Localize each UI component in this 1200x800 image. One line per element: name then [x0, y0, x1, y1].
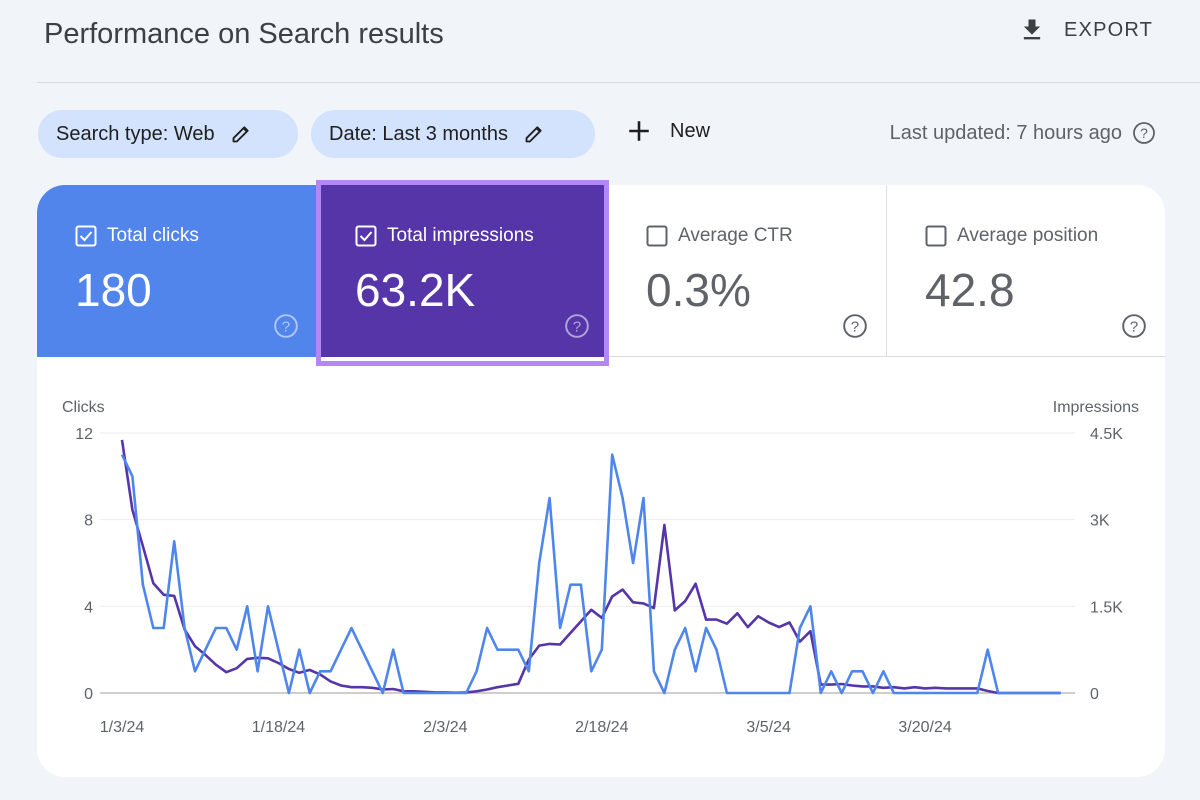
x-tick-label: 2/3/24 — [423, 719, 468, 736]
y-right-tick-label: 3K — [1090, 513, 1110, 530]
metric-label: Average position — [957, 225, 1099, 246]
pencil-icon — [232, 126, 249, 143]
pencil-icon — [525, 126, 542, 143]
new-label: New — [670, 119, 711, 142]
y-left-tick-label: 8 — [84, 513, 93, 530]
checkbox-checked-icon[interactable] — [75, 225, 97, 247]
impressions-series-line — [120, 439, 1061, 695]
date-label: Date: Last 3 months — [329, 122, 508, 145]
x-tick-label: 1/18/24 — [252, 719, 305, 736]
search-type-filter-chip[interactable]: Search type: Web — [38, 110, 298, 158]
y-right-tick-label: 1.5K — [1090, 599, 1123, 616]
checkbox-checked-icon[interactable] — [355, 225, 377, 247]
metric-label: Average CTR — [678, 225, 793, 246]
help-icon[interactable]: ? — [1121, 313, 1147, 339]
page-title: Performance on Search results — [44, 18, 444, 50]
last-updated: Last updated: 7 hours ago ? — [890, 121, 1156, 145]
y-left-tick-label: 0 — [84, 686, 93, 703]
export-label: EXPORT — [1064, 18, 1154, 41]
search-type-label: Search type: Web — [56, 122, 215, 145]
y-right-axis-label: Impressions — [1053, 399, 1139, 416]
last-updated-text: Last updated: 7 hours ago — [889, 121, 1122, 144]
new-filter-button[interactable]: New — [626, 118, 710, 144]
help-icon[interactable]: ? — [273, 313, 299, 339]
metric-value: 63.2K — [355, 264, 476, 316]
y-right-tick-label: 4.5K — [1090, 426, 1123, 443]
export-button[interactable]: EXPORT — [1018, 16, 1153, 44]
clicks-series-line — [120, 453, 1061, 695]
metric-label: Total clicks — [107, 225, 199, 246]
svg-text:?: ? — [1130, 318, 1138, 335]
metric-label: Total impressions — [387, 225, 534, 246]
y-left-tick-label: 4 — [84, 599, 93, 616]
x-tick-label: 3/5/24 — [746, 719, 791, 736]
help-icon[interactable]: ? — [842, 313, 868, 339]
help-icon[interactable]: ? — [564, 313, 590, 339]
plus-icon — [629, 121, 649, 141]
y-right-tick-label: 0 — [1090, 686, 1099, 703]
checkbox-unchecked-icon[interactable] — [646, 225, 668, 247]
x-tick-label: 3/20/24 — [898, 719, 951, 736]
svg-text:?: ? — [851, 318, 859, 335]
performance-card: Total clicks 180 ? Total impressions 63.… — [37, 185, 1165, 777]
metric-value: 180 — [75, 264, 152, 316]
metric-total-impressions[interactable]: Total impressions 63.2K ? — [317, 185, 608, 357]
y-left-tick-label: 12 — [75, 426, 93, 443]
svg-text:?: ? — [282, 318, 290, 335]
metric-value: 42.8 — [925, 264, 1015, 316]
metric-total-clicks[interactable]: Total clicks 180 ? — [37, 185, 317, 357]
svg-text:?: ? — [1140, 125, 1148, 141]
metric-average-ctr[interactable]: Average CTR 0.3% ? — [608, 185, 886, 357]
x-tick-label: 2/18/24 — [575, 719, 628, 736]
metric-average-position[interactable]: Average position 42.8 ? — [886, 185, 1165, 357]
svg-text:?: ? — [573, 318, 581, 335]
metric-value: 0.3% — [646, 264, 751, 316]
performance-chart: Clicks Impressions 0 0 4 1.5K 8 3K 12 4.5K 1/3/… — [62, 399, 1139, 736]
header-divider — [37, 82, 1200, 83]
download-icon — [1023, 19, 1041, 40]
date-filter-chip[interactable]: Date: Last 3 months — [311, 110, 595, 158]
checkbox-unchecked-icon[interactable] — [925, 225, 947, 247]
help-icon[interactable]: ? — [1132, 121, 1156, 145]
y-left-axis-label: Clicks — [62, 399, 105, 416]
x-tick-label: 1/3/24 — [100, 719, 145, 736]
